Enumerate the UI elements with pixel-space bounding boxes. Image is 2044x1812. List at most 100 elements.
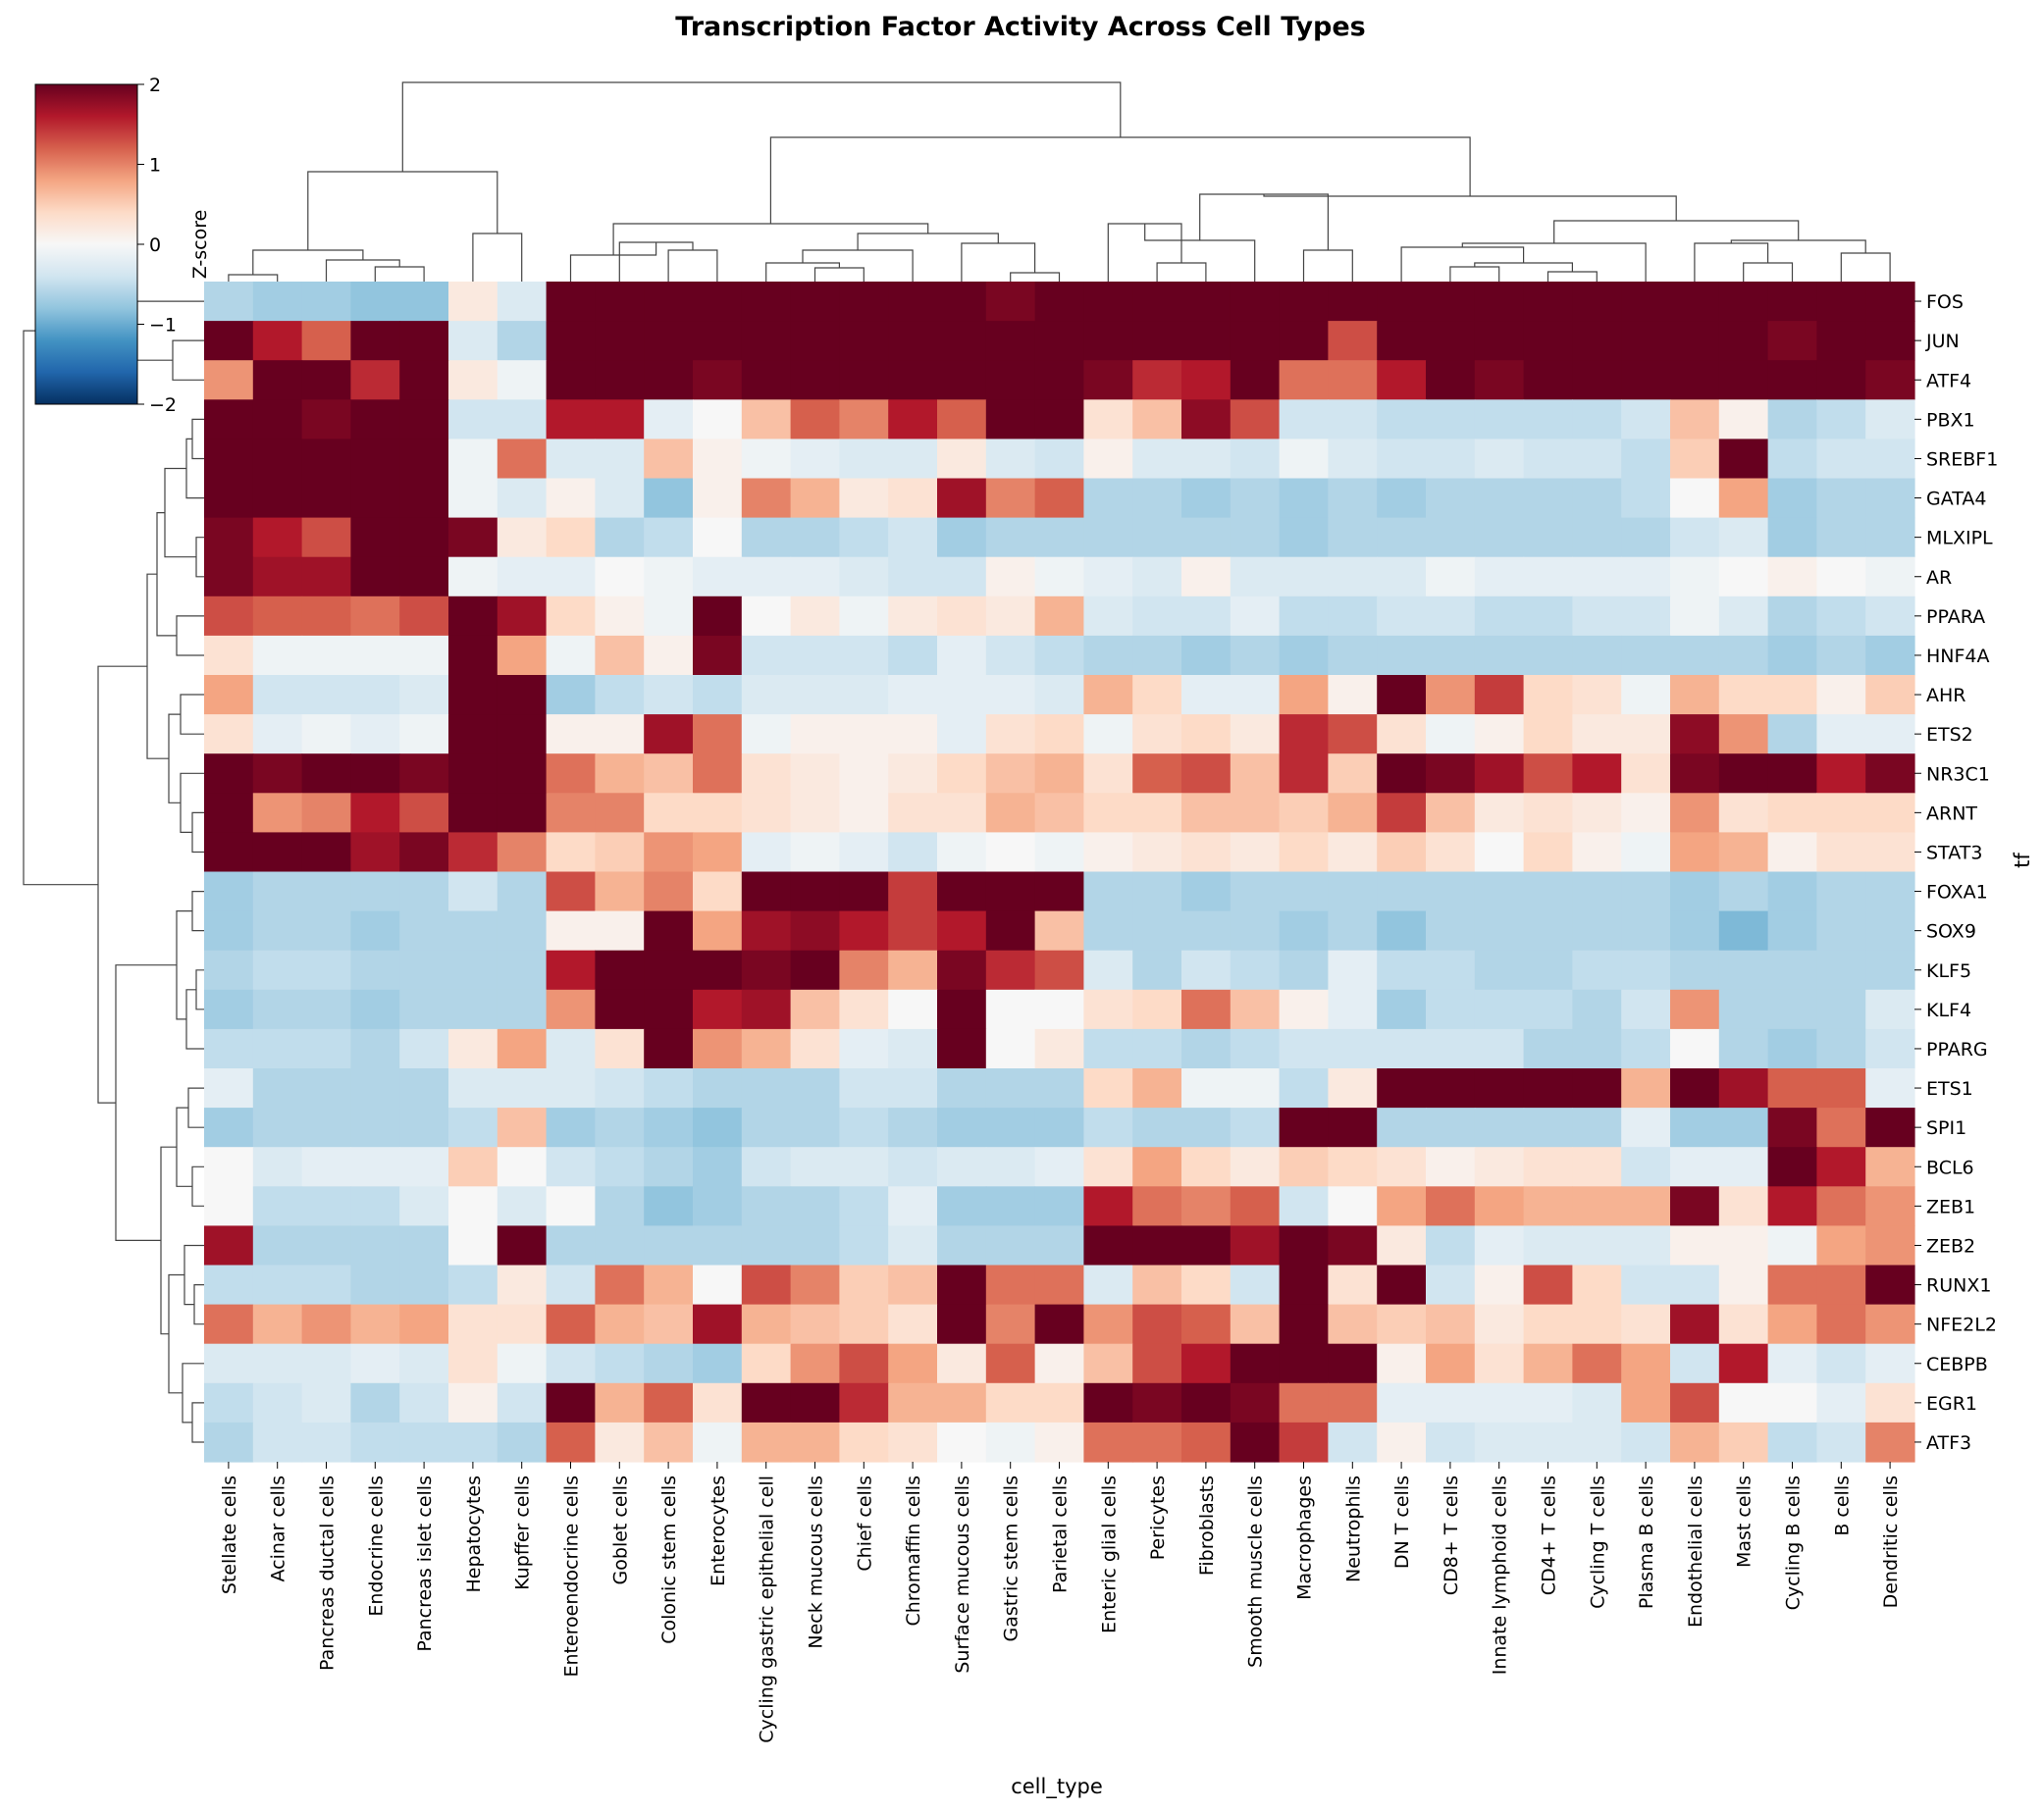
heatmap-cell — [1132, 1147, 1182, 1187]
heatmap-cell — [1670, 753, 1720, 794]
column-label: Colonic stem cells — [658, 1475, 680, 1644]
heatmap-cell — [350, 1382, 400, 1424]
column-label: Stellate cells — [219, 1475, 240, 1594]
column-label: Enteric glial cells — [1098, 1475, 1120, 1633]
row-label: AHR — [1926, 685, 1966, 706]
heatmap-cell — [546, 675, 596, 715]
heatmap-cell — [399, 1304, 449, 1345]
heatmap-cell — [204, 1422, 254, 1463]
heatmap-cell — [399, 753, 449, 794]
heatmap-cell — [1132, 517, 1182, 558]
heatmap-cell — [1718, 360, 1769, 400]
heatmap-cell — [1181, 282, 1232, 322]
heatmap-cell — [204, 517, 254, 558]
heatmap-cell — [1377, 675, 1427, 715]
heatmap-cell — [252, 517, 303, 558]
heatmap-cell — [1474, 556, 1525, 597]
heatmap-cell — [1816, 439, 1866, 480]
heatmap-cell — [1230, 1225, 1281, 1267]
heatmap-cell — [1034, 399, 1084, 440]
heatmap-cell — [1083, 1304, 1133, 1345]
heatmap-cell — [1572, 950, 1622, 991]
heatmap-cell — [693, 989, 743, 1030]
heatmap-cell — [839, 635, 889, 676]
heatmap-cell — [252, 832, 303, 873]
heatmap-cell — [1816, 910, 1866, 952]
heatmap-cell — [301, 1147, 351, 1187]
heatmap-cell — [301, 360, 351, 400]
heatmap-cell — [1083, 1225, 1133, 1267]
heatmap-cell — [1083, 1108, 1133, 1148]
heatmap-cell — [1328, 1343, 1378, 1384]
heatmap-cell — [1865, 1382, 1915, 1424]
x-axis-label: cell_type — [1011, 1775, 1103, 1799]
heatmap-cell — [399, 439, 449, 480]
column-label: Cycling B cells — [1783, 1475, 1805, 1610]
row-dendrogram-link — [182, 1363, 204, 1424]
heatmap-cell — [741, 1028, 792, 1069]
heatmap-cell — [1816, 1068, 1866, 1109]
heatmap-cell — [741, 871, 792, 912]
heatmap-cell — [888, 1186, 938, 1226]
heatmap-cell — [1865, 517, 1915, 558]
heatmap-cell — [888, 1028, 938, 1069]
heatmap-cell — [644, 675, 694, 715]
heatmap-cell — [1621, 1225, 1671, 1267]
heatmap-cell — [1572, 439, 1622, 480]
heatmap-cell — [1426, 478, 1476, 519]
heatmap-cell — [448, 439, 498, 480]
heatmap-cell — [741, 595, 792, 637]
heatmap-cell — [1474, 1304, 1525, 1345]
heatmap-cell — [1767, 910, 1817, 952]
heatmap-cell — [546, 478, 596, 519]
heatmap-cell — [1621, 675, 1671, 715]
heatmap-cell — [350, 675, 400, 715]
row-label: KLF5 — [1926, 960, 1971, 982]
row-dendrogram-link — [180, 694, 204, 735]
heatmap-cell — [937, 1343, 987, 1384]
heatmap-cell — [1279, 793, 1329, 833]
heatmap-cell — [1083, 1343, 1133, 1384]
heatmap-cell — [741, 1068, 792, 1109]
heatmap-cell — [1670, 832, 1720, 873]
heatmap-cell — [1377, 910, 1427, 952]
heatmap-cell — [985, 321, 1036, 361]
heatmap-cell — [1474, 321, 1525, 361]
heatmap-cell — [1034, 321, 1084, 361]
heatmap-cell — [1426, 714, 1476, 754]
heatmap-cell — [937, 360, 987, 400]
heatmap-cell — [644, 1343, 694, 1384]
heatmap-cell — [1865, 556, 1915, 597]
heatmap-cell — [1279, 439, 1329, 480]
heatmap-cell — [399, 989, 449, 1030]
heatmap-cell — [595, 321, 645, 361]
heatmap-cell — [350, 871, 400, 912]
heatmap-cell — [644, 399, 694, 440]
heatmap-cell — [595, 871, 645, 912]
heatmap-cell — [1132, 989, 1182, 1030]
heatmap-cell — [1767, 1382, 1817, 1424]
heatmap-cell — [1816, 675, 1866, 715]
row-dendrogram-link — [176, 1107, 192, 1187]
heatmap-cell — [693, 1304, 743, 1345]
heatmap-cell — [985, 595, 1036, 637]
heatmap-cell — [1426, 910, 1476, 952]
heatmap-cell — [301, 1265, 351, 1306]
heatmap-cell — [790, 556, 840, 597]
heatmap-cell — [741, 793, 792, 833]
heatmap-cell — [1816, 832, 1866, 873]
colorbar-tick-label: 1 — [149, 155, 161, 177]
heatmap-cell — [1279, 282, 1329, 322]
heatmap-cell — [1572, 989, 1622, 1030]
heatmap-cell — [1377, 478, 1427, 519]
column-label: Surface mucous cells — [952, 1475, 973, 1674]
heatmap-cell — [985, 1304, 1036, 1345]
heatmap-cell — [1767, 832, 1817, 873]
heatmap-cell — [1377, 517, 1427, 558]
heatmap-cell — [350, 753, 400, 794]
heatmap-cell — [1426, 399, 1476, 440]
heatmap-cell — [1718, 950, 1769, 991]
heatmap-cell — [497, 1108, 548, 1148]
heatmap-cell — [1034, 517, 1084, 558]
heatmap-cell — [1181, 753, 1232, 794]
